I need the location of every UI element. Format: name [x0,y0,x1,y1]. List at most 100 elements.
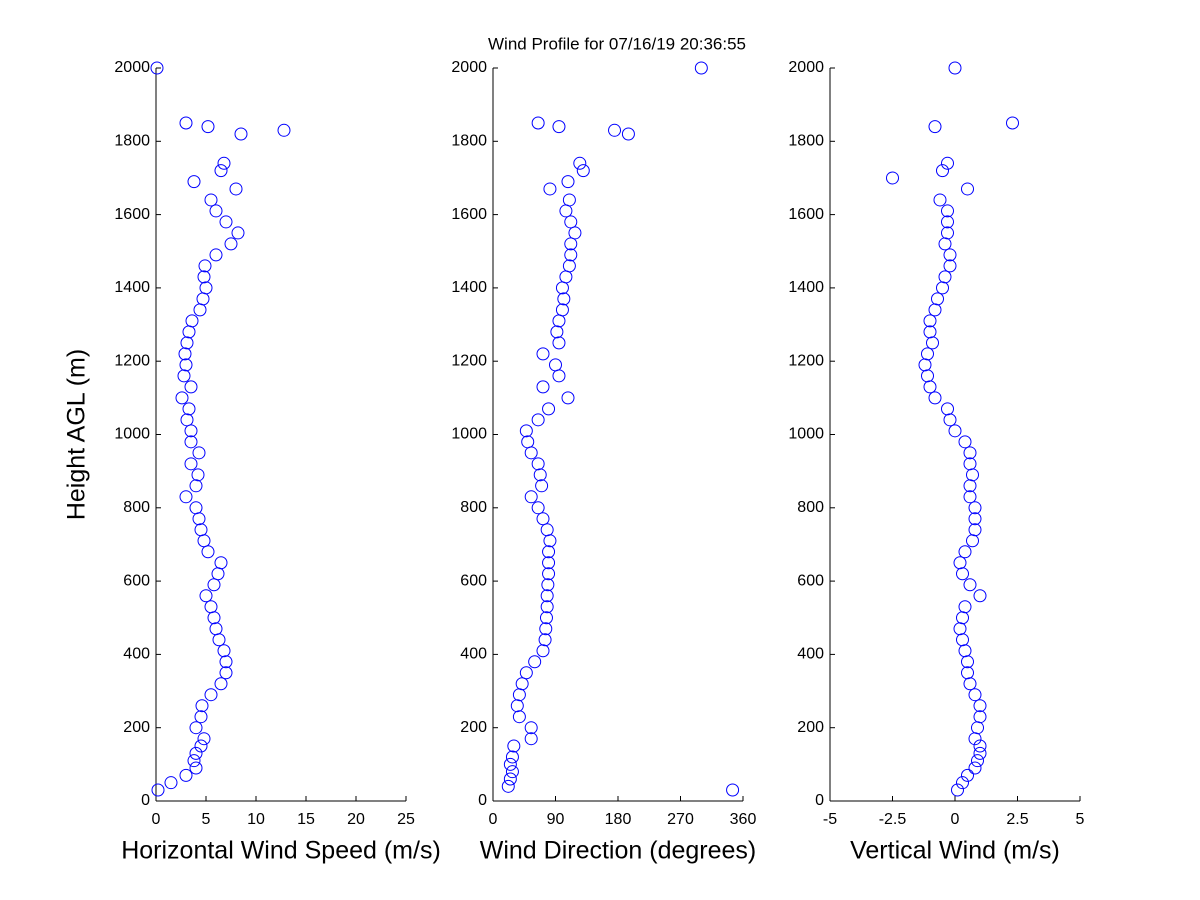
data-point [201,545,215,559]
data-point [184,435,198,449]
data-point [552,369,566,383]
data-point [199,281,213,295]
data-point [963,677,977,691]
y-tick-label: 1600 [114,206,150,223]
data-point [561,175,575,189]
data-point [180,413,194,427]
data-point [184,380,198,394]
y-tick-label: 800 [797,499,824,516]
data-point [277,123,291,137]
data-point [192,446,206,460]
data-point [187,175,201,189]
data-point [204,688,218,702]
data-point [966,468,979,482]
x-axis-label: Horizontal Wind Speed (m/s) [121,837,441,865]
x-tick-label: 0 [489,811,498,828]
data-point [519,666,533,680]
data-point [214,677,228,691]
y-tick-label: 1200 [114,352,150,369]
data-point [180,336,194,350]
data-point [559,204,573,218]
data-point [608,123,622,137]
data-point [194,523,208,537]
data-point [961,768,974,782]
y-tick-label: 1600 [451,206,487,223]
data-point [928,303,942,317]
data-point [973,699,987,713]
data-point [189,479,203,493]
data-point [219,215,233,229]
data-point [533,468,547,482]
data-point [179,116,193,130]
y-tick-label: 1400 [114,279,150,296]
data-point [971,754,984,768]
data-point [540,600,554,614]
data-point [207,578,221,592]
y-tick-label: 2000 [788,59,824,76]
y-tick-label: 600 [460,572,487,589]
y-tick-label: 1200 [451,352,487,369]
data-point [973,710,987,724]
data-point [524,721,538,735]
data-point [958,644,972,658]
data-point [524,732,538,746]
data-point [550,325,564,339]
data-point [182,402,196,416]
data-point [555,281,569,295]
x-tick-label: 2.5 [1006,811,1028,828]
data-point [536,512,550,526]
data-point [941,402,954,416]
data-point [515,677,529,691]
data-point [943,259,957,273]
data-point [963,446,977,460]
data-point [963,578,977,592]
data-point [204,193,218,207]
x-tick-label: 25 [397,811,415,828]
data-point [539,622,553,636]
data-point [195,699,209,713]
data-point [963,479,977,493]
data-point [936,281,949,295]
data-point [573,156,587,170]
data-point [564,248,578,262]
data-point [510,699,524,713]
x-tick-label: 10 [247,811,265,828]
data-point [179,490,193,504]
data-point [179,358,193,372]
data-point [543,182,557,196]
data-point [541,578,555,592]
data-point [918,358,932,372]
y-tick-label: 600 [797,572,824,589]
data-point [189,501,203,515]
data-point [941,156,954,170]
y-tick-label: 1000 [788,426,824,443]
data-point [961,655,974,669]
data-point [189,746,203,760]
x-tick-label: 90 [547,811,565,828]
y-tick-label: 1800 [788,133,824,150]
data-point [151,783,165,797]
data-point [958,435,972,449]
y-tick-label: 400 [797,646,824,663]
data-point [503,757,517,771]
x-tick-label: 360 [730,811,757,828]
data-point [549,358,562,372]
data-point [209,622,223,636]
x-tick-label: -2.5 [879,811,907,828]
data-point [961,182,974,196]
data-point [694,61,708,75]
data-point [207,611,221,625]
data-point [921,369,934,383]
data-point [938,237,952,251]
data-point [931,292,944,306]
data-point [197,270,211,284]
data-point [555,303,569,317]
y-tick-label: 200 [797,719,824,736]
y-tick-label: 200 [123,719,150,736]
y-tick-label: 1800 [451,133,487,150]
data-point [956,611,969,625]
y-tick-label: 1000 [114,426,150,443]
data-point [211,567,225,581]
data-point [179,768,193,782]
data-point [524,490,538,504]
